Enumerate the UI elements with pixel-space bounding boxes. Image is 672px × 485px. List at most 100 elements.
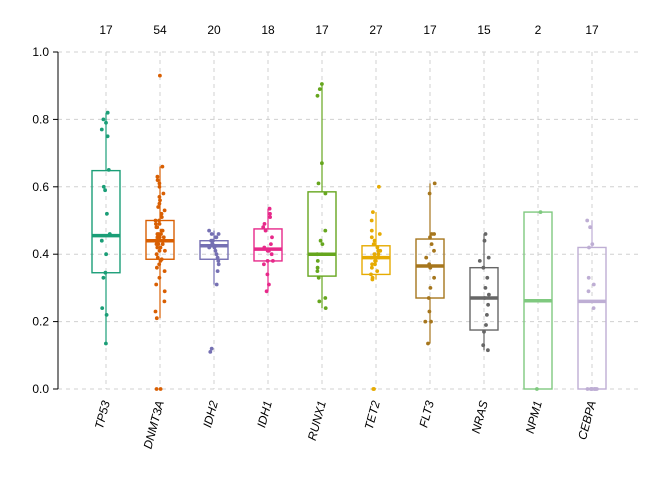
- data-point-nras: [477, 259, 482, 263]
- data-point-nras: [485, 275, 490, 280]
- data-point-idh2: [208, 350, 213, 354]
- data-point-dnmt3a: [160, 242, 165, 247]
- data-point-dnmt3a: [162, 299, 167, 304]
- box-tet2: [361, 245, 391, 276]
- data-point-idh1: [270, 235, 274, 240]
- data-point-tp53: [104, 252, 108, 257]
- data-point-idh1: [268, 215, 272, 220]
- data-point-flt3: [427, 191, 432, 196]
- y-axis: 0.0 0.2 0.4 0.6 0.8 1.0: [32, 45, 59, 396]
- data-point-dnmt3a: [155, 265, 159, 270]
- data-point-idh1: [267, 206, 272, 211]
- x-tick-label-cebpa: CEBPA: [575, 399, 599, 441]
- data-point-tp53: [106, 168, 111, 172]
- data-point-tet2: [375, 245, 380, 250]
- data-point-flt3: [428, 235, 432, 240]
- data-point-nras: [482, 329, 486, 334]
- data-point-nras: [485, 313, 489, 317]
- data-point-dnmt3a: [161, 191, 166, 196]
- data-point-runx1: [323, 228, 328, 233]
- data-point-idh1: [262, 262, 266, 267]
- data-point-cebpa: [595, 387, 599, 391]
- data-point-dnmt3a: [160, 164, 165, 169]
- data-point-idh2: [210, 242, 215, 247]
- boxes: [91, 84, 607, 390]
- data-point-tp53: [104, 313, 109, 317]
- data-point-nras: [482, 296, 487, 300]
- data-point-idh1: [265, 248, 270, 253]
- data-point-runx1: [323, 306, 328, 310]
- data-point-tp53: [105, 134, 110, 139]
- data-point-dnmt3a: [154, 316, 159, 321]
- count-label-nras: 15: [477, 23, 491, 37]
- data-point-idh2: [209, 232, 214, 236]
- data-point-dnmt3a: [157, 232, 161, 236]
- data-point-tet2: [369, 255, 373, 260]
- data-point-tp53: [101, 184, 106, 189]
- count-label-tet2: 27: [369, 23, 383, 37]
- data-point-runx1: [323, 296, 328, 300]
- data-point-dnmt3a: [163, 248, 167, 253]
- data-point-nras: [481, 343, 486, 348]
- data-point-tp53: [103, 188, 107, 193]
- data-point-dnmt3a: [159, 211, 164, 216]
- data-point-idh2: [216, 262, 221, 267]
- data-point-tet2: [372, 238, 377, 243]
- data-point-idh1: [262, 222, 267, 226]
- data-point-nras: [481, 265, 486, 270]
- x-tick-label-flt3: FLT3: [416, 399, 437, 429]
- data-point-idh2: [209, 346, 214, 351]
- data-point-tp53: [101, 117, 106, 122]
- data-point-dnmt3a: [159, 257, 164, 262]
- data-point-flt3: [429, 319, 433, 324]
- data-point-idh1: [265, 272, 270, 277]
- data-point-tet2: [373, 262, 377, 267]
- data-point-tet2: [372, 387, 376, 391]
- data-point-dnmt3a: [157, 275, 162, 280]
- data-point-dnmt3a: [157, 201, 162, 206]
- data-point-dnmt3a: [157, 181, 162, 186]
- count-label-runx1: 17: [315, 23, 329, 37]
- data-point-dnmt3a: [154, 252, 159, 257]
- data-point-dnmt3a: [161, 235, 166, 240]
- data-point-nras: [486, 348, 490, 353]
- data-point-idh1: [261, 225, 266, 230]
- data-point-nras: [487, 292, 491, 297]
- data-point-cebpa: [591, 306, 596, 310]
- data-point-dnmt3a: [157, 218, 162, 223]
- y-tick-label: 0.0: [32, 382, 49, 396]
- data-point-dnmt3a: [155, 245, 160, 250]
- data-point-cebpa: [586, 275, 591, 280]
- data-point-cebpa: [586, 289, 591, 294]
- data-point-runx1: [323, 191, 328, 196]
- data-point-dnmt3a: [158, 73, 162, 78]
- data-point-runx1: [317, 87, 322, 91]
- data-point-dnmt3a: [159, 228, 164, 233]
- data-point-runx1: [318, 238, 323, 243]
- data-point-idh1: [263, 228, 268, 233]
- data-point-flt3: [432, 275, 436, 280]
- data-point-flt3: [424, 255, 429, 260]
- data-point-dnmt3a: [155, 225, 160, 230]
- data-point-tet2: [371, 210, 375, 215]
- data-point-dnmt3a: [153, 218, 158, 223]
- x-tick-label-runx1: RUNX1: [305, 399, 329, 442]
- data-point-idh1: [271, 259, 275, 263]
- y-tick-label: 0.2: [32, 315, 49, 329]
- data-point-dnmt3a: [159, 215, 164, 220]
- data-point-flt3: [428, 286, 433, 290]
- box-runx1: [307, 191, 337, 277]
- data-points: [99, 73, 599, 391]
- data-point-tp53: [100, 306, 105, 310]
- data-point-flt3: [423, 319, 428, 324]
- data-point-cebpa: [590, 242, 595, 247]
- data-point-tet2: [377, 232, 382, 236]
- data-point-tet2: [373, 259, 377, 263]
- data-point-dnmt3a: [162, 238, 167, 243]
- x-tick-label-idh2: IDH2: [200, 399, 221, 429]
- count-label-idh2: 20: [207, 23, 221, 37]
- count-label-tp53: 17: [99, 23, 113, 37]
- data-point-runx1: [315, 259, 320, 263]
- data-point-dnmt3a: [162, 208, 167, 213]
